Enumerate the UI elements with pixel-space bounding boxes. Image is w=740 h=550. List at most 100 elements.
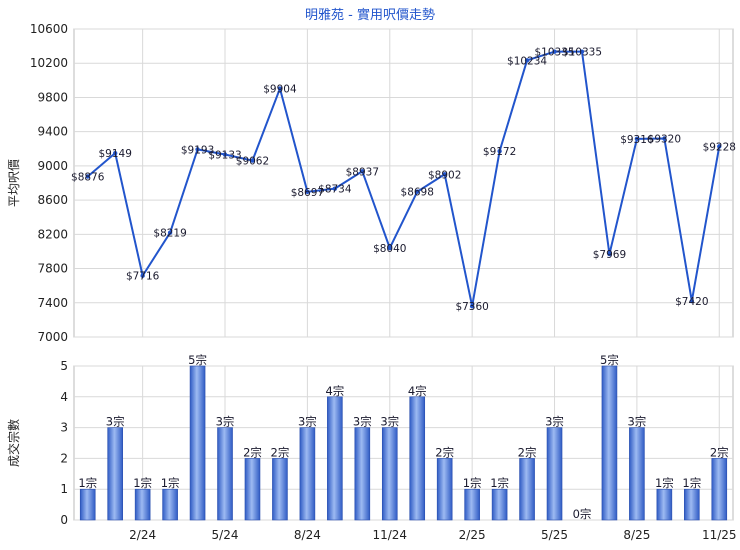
volume-data-label: 0宗 (573, 507, 592, 521)
volume-data-label: 3宗 (216, 415, 235, 429)
price-point (85, 174, 90, 179)
price-data-label: $8734 (318, 184, 352, 196)
price-point (717, 144, 722, 149)
volume-bar (711, 458, 728, 521)
price-data-label: $7969 (593, 249, 626, 261)
volume-bar (684, 488, 700, 521)
volume-data-label: 2宗 (271, 445, 290, 459)
price-point (250, 158, 255, 163)
price-point (277, 86, 283, 91)
chart-title: 明雅苑 - 實用呎價走勢 (305, 7, 435, 23)
x-tick-label: 8/24 (294, 528, 321, 542)
price-data-label: $9149 (98, 148, 131, 160)
price-point (634, 136, 640, 142)
price-y-tick-label: 8600 (37, 193, 68, 207)
price-data-label: $9133 (208, 150, 241, 162)
price-data-label: $8937 (346, 166, 379, 178)
price-panel: 7000 7400 7800 8200 8600 9000 9400 9800 10200 106… (30, 22, 736, 344)
x-tick-label: 11/24 (372, 528, 407, 542)
volume-data-label: 2宗 (435, 445, 454, 459)
volume-bar (381, 427, 398, 521)
price-data-label: $9904 (263, 84, 297, 96)
volume-bar (189, 365, 206, 521)
price-y-tick-label: 7000 (37, 330, 68, 344)
volume-bar (327, 396, 343, 521)
price-data-label: $9228 (703, 141, 736, 153)
volume-data-label: 5宗 (600, 353, 619, 367)
price-y-tick-label: 8200 (37, 227, 68, 241)
price-series-line (87, 50, 721, 308)
price-data-label: $8219 (153, 228, 186, 240)
price-point (140, 273, 145, 278)
volume-bar (601, 365, 618, 521)
price-point (442, 172, 447, 177)
price-data-label: $8040 (373, 243, 406, 255)
price-y-tick-label: 10600 (30, 22, 68, 36)
x-tick-label: 11/25 (702, 528, 737, 542)
price-point (469, 304, 475, 309)
volume-bar (409, 396, 426, 521)
price-data-label: $8902 (428, 169, 461, 181)
price-y-tick-label: 9800 (37, 90, 68, 104)
volume-data-label: 3宗 (298, 415, 317, 429)
volume-bar (107, 427, 123, 521)
x-tick-label: 5/25 (541, 528, 568, 542)
volume-data-label: 3宗 (627, 415, 646, 429)
volume-bar (546, 427, 563, 521)
x-tick-label: 2/25 (459, 528, 486, 542)
price-data-label: $7420 (675, 296, 708, 308)
volume-data-label: 1宗 (490, 476, 509, 490)
price-y-tick-label: 10200 (30, 56, 68, 70)
volume-data-label: 5宗 (188, 353, 207, 367)
volume-bar (79, 488, 96, 521)
price-point (497, 148, 502, 154)
price-data-label: $7716 (126, 271, 160, 283)
price-point (305, 189, 310, 195)
volume-y-tick-label: 4 (60, 390, 68, 404)
price-y-tick-label: 7800 (37, 262, 68, 276)
volume-bar (354, 427, 371, 521)
volume-bar (491, 488, 508, 521)
x-tick-label: 8/25 (623, 528, 650, 542)
price-point (112, 150, 118, 156)
price-data-label: $10234 (507, 55, 547, 67)
volume-data-label: 1宗 (161, 476, 180, 490)
volume-data-label: 1宗 (133, 476, 152, 490)
price-point (222, 152, 228, 157)
volume-data-label: 1宗 (463, 476, 482, 490)
volume-bar (217, 427, 233, 521)
volume-bar (656, 488, 673, 521)
price-y-axis-label: 平均呎價 (7, 159, 21, 207)
price-data-label: $9172 (483, 146, 516, 158)
volume-bar (162, 488, 178, 521)
volume-bar (629, 427, 645, 521)
volume-data-label: 1宗 (655, 476, 674, 490)
volume-data-label: 3宗 (353, 415, 372, 429)
price-data-label: $9193 (181, 144, 214, 156)
price-data-label: $10335 (562, 47, 602, 59)
volume-bar (436, 458, 453, 521)
volume-y-tick-label: 3 (60, 421, 68, 435)
price-y-tick-label: 9400 (37, 125, 68, 139)
volume-bar (299, 427, 316, 521)
volume-y-tick-label: 5 (60, 359, 68, 373)
price-point (387, 245, 392, 251)
x-tick-label: 5/24 (212, 528, 239, 542)
price-data-label: $8697 (291, 187, 324, 199)
price-data-label: $9316 (620, 134, 654, 146)
price-point (524, 58, 530, 63)
price-point (195, 147, 200, 152)
price-point (167, 230, 173, 235)
price-data-label: $9320 (648, 134, 681, 146)
price-point (360, 169, 365, 174)
price-data-label: $9062 (236, 156, 269, 168)
price-data-label: $10335 (534, 47, 574, 59)
volume-bar (244, 458, 261, 521)
volume-y-tick-label: 0 (60, 513, 68, 527)
price-point (607, 251, 612, 257)
price-data-label: $7360 (455, 301, 488, 313)
volume-panel: 0 1 2 3 4 5 1宗 3宗 1宗 1宗 5宗 3宗 2宗 2宗 3宗 4宗 3宗 3宗 4宗 2宗 1宗 1宗 2宗… (60, 353, 736, 542)
volume-data-label: 3宗 (545, 415, 564, 429)
volume-bar (272, 458, 288, 521)
